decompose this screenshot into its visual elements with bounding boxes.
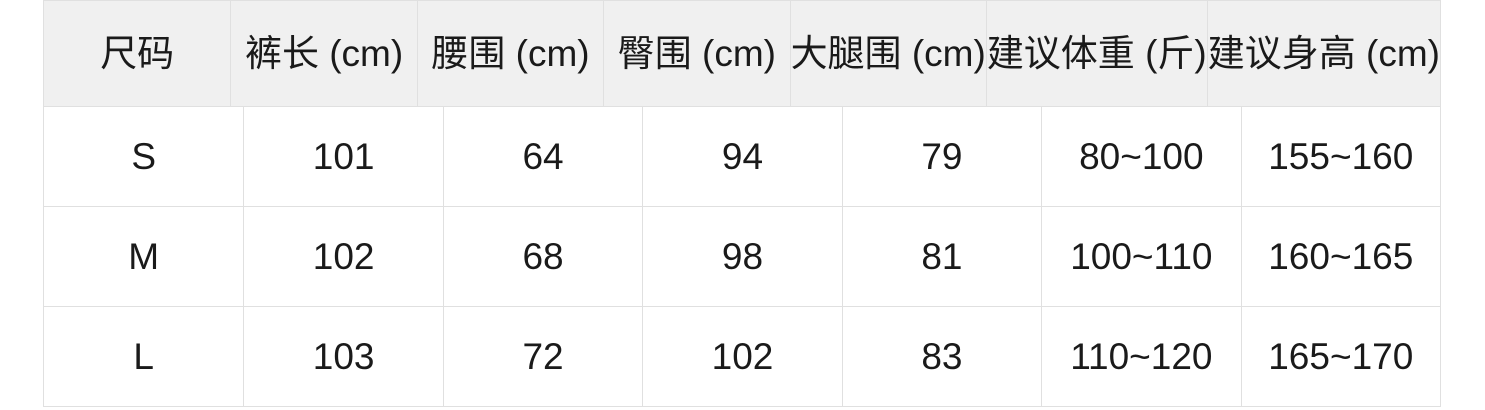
cell-thigh: 83	[841, 307, 1042, 406]
column-header-pants-length: 裤长 (cm)	[230, 1, 417, 106]
size-chart-table: 尺码 裤长 (cm) 腰围 (cm) 臀围 (cm) 大腿围 (cm) 建议体重…	[43, 0, 1441, 407]
cell-pants-length: 101	[243, 107, 443, 206]
cell-hip: 94	[642, 107, 842, 206]
cell-hip: 98	[642, 207, 842, 306]
column-header-waist: 腰围 (cm)	[416, 1, 604, 106]
cell-waist: 68	[442, 207, 643, 306]
cell-hip: 102	[642, 307, 842, 406]
cell-thigh: 79	[841, 107, 1042, 206]
cell-pants-length: 103	[243, 307, 443, 406]
cell-suggested-weight: 80~100	[1041, 107, 1241, 206]
cell-size: S	[44, 107, 244, 206]
column-header-hip: 臀围 (cm)	[603, 1, 790, 106]
cell-suggested-height: 160~165	[1240, 207, 1440, 306]
cell-thigh: 81	[841, 207, 1042, 306]
table-row-size-s: S 101 64 94 79 80~100 155~160	[44, 106, 1440, 206]
column-header-suggested-height: 建议身高 (cm)	[1206, 1, 1440, 106]
cell-pants-length: 102	[243, 207, 443, 306]
column-header-thigh: 大腿围 (cm)	[789, 1, 986, 106]
cell-suggested-height: 165~170	[1240, 307, 1440, 406]
column-header-suggested-weight: 建议体重 (斤)	[985, 1, 1207, 106]
cell-size: L	[44, 307, 244, 406]
table-row-size-l: L 103 72 102 83 110~120 165~170	[44, 306, 1440, 406]
cell-suggested-weight: 110~120	[1041, 307, 1241, 406]
table-row-size-m: M 102 68 98 81 100~110 160~165	[44, 206, 1440, 306]
cell-waist: 72	[442, 307, 643, 406]
cell-size: M	[44, 207, 244, 306]
column-header-size: 尺码	[44, 1, 231, 106]
header-row: 尺码 裤长 (cm) 腰围 (cm) 臀围 (cm) 大腿围 (cm) 建议体重…	[44, 1, 1440, 106]
cell-suggested-weight: 100~110	[1041, 207, 1241, 306]
cell-suggested-height: 155~160	[1240, 107, 1440, 206]
cell-waist: 64	[442, 107, 643, 206]
